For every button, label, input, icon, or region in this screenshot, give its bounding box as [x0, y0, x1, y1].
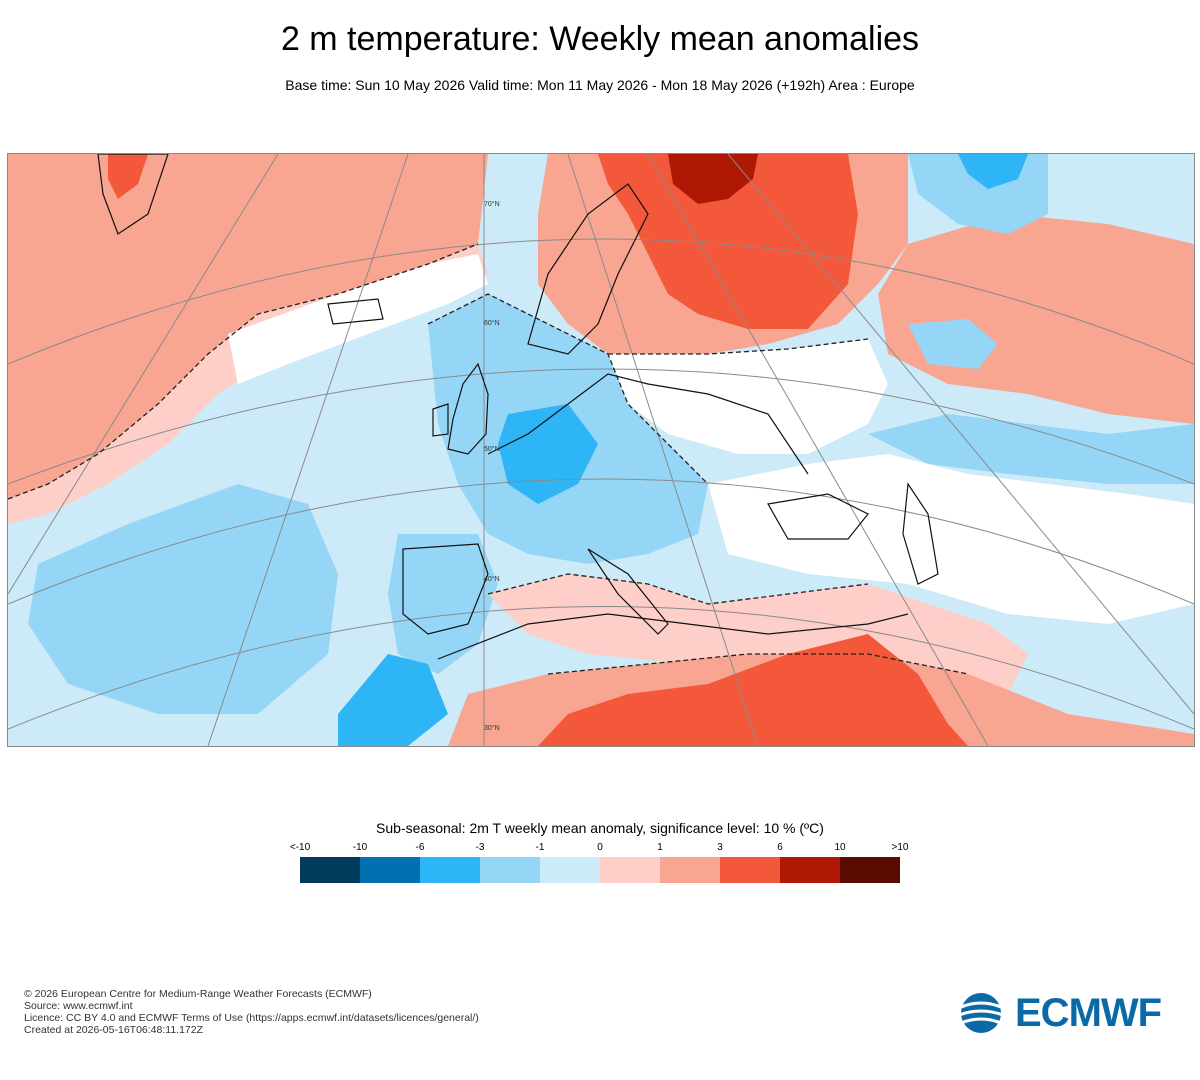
legend-tick-label: -10 [352, 842, 368, 853]
lat-label-70: 70°N [484, 200, 500, 208]
legend-color-bar [300, 857, 900, 883]
footer: © 2026 European Centre for Medium-Range … [24, 988, 479, 1036]
legend-tick-label: 10 [834, 842, 846, 853]
hot-region-sahara [538, 634, 968, 746]
source-text: Source: www.ecmwf.int [24, 1000, 133, 1012]
ecmwf-logo[interactable]: ECMWF [953, 991, 1183, 1035]
lat-label-60: 60°N [484, 319, 500, 327]
legend-tick-label: 1 [657, 842, 663, 853]
chart-subtitle: Base time: Sun 10 May 2026 Valid time: M… [285, 77, 915, 93]
legend-swatch [480, 857, 540, 883]
legend-swatch [660, 857, 720, 883]
legend-swatch [780, 857, 840, 883]
anomaly-map[interactable]: 70°N 60°N 50°N 40°N 30°N [7, 153, 1195, 747]
lat-label-30: 30°N [484, 724, 500, 732]
legend-tick-label: -6 [415, 842, 425, 853]
lat-label-40: 40°N [484, 575, 500, 583]
legend-swatch [600, 857, 660, 883]
significance-contours [8, 243, 969, 675]
cool-region-central-asia [868, 414, 1194, 484]
legend-title: Sub-seasonal: 2m T weekly mean anomaly, … [376, 820, 824, 836]
neutral-region-anatomy [708, 454, 1194, 624]
legend-tick-label: 6 [777, 842, 783, 853]
legend-swatch [840, 857, 900, 883]
ecmwf-emblem-icon [958, 993, 1004, 1033]
legend-tick-label: 0 [597, 842, 603, 853]
cold-patch-siberia [958, 154, 1028, 189]
cool-region-iberia [388, 534, 498, 674]
hot-region-russia [598, 154, 858, 329]
graticule [8, 154, 1194, 746]
legend-tick-label: -3 [475, 842, 485, 853]
lat-label-50: 50°N [484, 445, 500, 453]
copyright-text: © 2026 European Centre for Medium-Range … [24, 988, 372, 1000]
map-canvas: 70°N 60°N 50°N 40°N 30°N [8, 154, 1194, 746]
legend-tick-labels: <-10 -10 -6 -3 -1 0 1 3 6 10 >10 [290, 842, 909, 854]
created-text: Created at 2026-05-16T06:48:11.172Z [24, 1024, 204, 1036]
legend-tick-label: 3 [717, 842, 723, 853]
coastlines [97, 154, 939, 660]
warm-region-kazakhstan [878, 214, 1194, 424]
legend-tick-label: >10 [891, 842, 909, 853]
cool-region-atlantic [28, 484, 338, 714]
legend-swatch [360, 857, 420, 883]
legend-tick-label: <-10 [289, 842, 311, 853]
legend-swatch [720, 857, 780, 883]
latitude-labels: 70°N 60°N 50°N 40°N 30°N [484, 200, 500, 732]
neutral-region-east-europe [608, 339, 888, 454]
licence-text: Licence: CC BY 4.0 and ECMWF Terms of Us… [24, 1012, 479, 1024]
warm-region-north-atlantic [8, 154, 488, 499]
legend-swatch [300, 857, 360, 883]
very-hot-region-barents [668, 154, 758, 204]
ecmwf-logo-text: ECMWF [1015, 990, 1162, 1035]
cool-region-caspian [908, 319, 998, 369]
legend-tick-label: -1 [535, 842, 545, 853]
neutral-region-iceland [228, 254, 488, 384]
cold-region-morocco [338, 654, 448, 746]
warm-patch-greenland [108, 154, 148, 199]
legend-swatch [420, 857, 480, 883]
legend-swatch [540, 857, 600, 883]
chart-title: 2 m temperature: Weekly mean anomalies [280, 20, 920, 58]
